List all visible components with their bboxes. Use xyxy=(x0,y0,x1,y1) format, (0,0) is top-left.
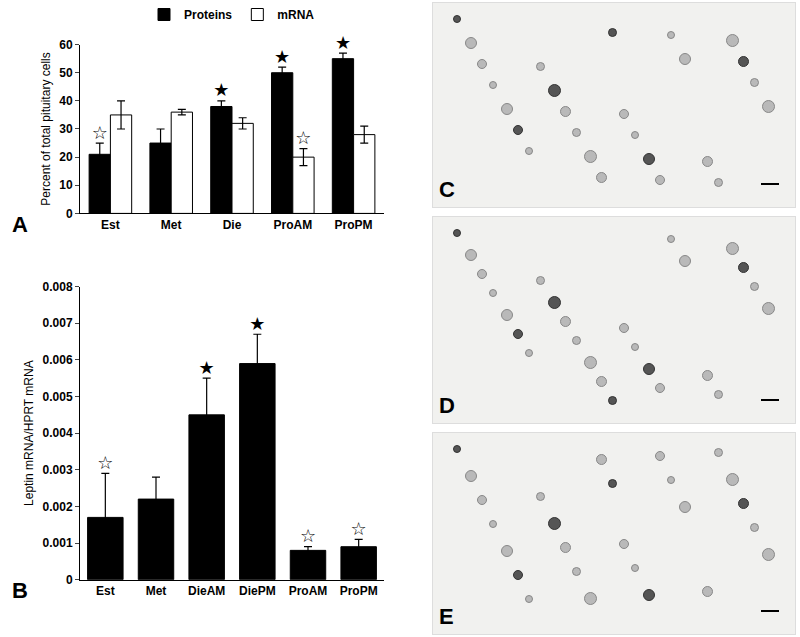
svg-text:0.005: 0.005 xyxy=(43,390,73,404)
svg-text:ProPM: ProPM xyxy=(340,584,378,598)
svg-text:Est: Est xyxy=(96,584,115,598)
svg-text:0.003: 0.003 xyxy=(43,463,73,477)
svg-text:0.008: 0.008 xyxy=(43,280,73,294)
svg-text:Leptin mRNA/HPRT mRNA: Leptin mRNA/HPRT mRNA xyxy=(22,360,36,506)
svg-text:B: B xyxy=(12,578,28,603)
svg-text:0.004: 0.004 xyxy=(43,426,73,440)
svg-text:50: 50 xyxy=(59,66,73,80)
html-text:D: D xyxy=(439,393,455,418)
svg-text:60: 60 xyxy=(59,38,73,52)
svg-text:Proteins: Proteins xyxy=(184,8,232,22)
svg-text:☆: ☆ xyxy=(97,452,113,473)
svg-text:☆: ☆ xyxy=(295,127,311,148)
svg-text:0.007: 0.007 xyxy=(43,316,73,330)
html-text:C: C xyxy=(439,177,455,202)
svg-text:DieAM: DieAM xyxy=(188,584,225,598)
svg-text:0.002: 0.002 xyxy=(43,500,73,514)
svg-text:☆: ☆ xyxy=(351,518,367,539)
svg-text:0: 0 xyxy=(66,573,73,587)
svg-text:Percent of total pituitary cel: Percent of total pituitary cells xyxy=(39,52,53,205)
svg-text:★: ★ xyxy=(274,46,290,67)
svg-text:Die: Die xyxy=(223,218,242,232)
svg-text:★: ★ xyxy=(335,32,351,53)
svg-text:20: 20 xyxy=(59,150,73,164)
svg-text:★: ★ xyxy=(213,79,229,100)
svg-text:☆: ☆ xyxy=(300,525,316,546)
svg-text:mRNA: mRNA xyxy=(277,8,314,22)
svg-text:0.006: 0.006 xyxy=(43,353,73,367)
svg-text:DiePM: DiePM xyxy=(239,584,276,598)
svg-text:0: 0 xyxy=(66,207,73,221)
html-text:E: E xyxy=(439,604,454,629)
svg-text:40: 40 xyxy=(59,94,73,108)
svg-text:0.001: 0.001 xyxy=(43,536,73,550)
svg-text:30: 30 xyxy=(59,122,73,136)
svg-text:10: 10 xyxy=(59,178,73,192)
svg-text:☆: ☆ xyxy=(92,122,108,143)
svg-text:Met: Met xyxy=(146,584,167,598)
svg-text:★: ★ xyxy=(249,313,265,334)
svg-text:ProAM: ProAM xyxy=(273,218,312,232)
svg-text:A: A xyxy=(12,212,28,237)
svg-text:ProPM: ProPM xyxy=(335,218,373,232)
svg-text:★: ★ xyxy=(199,357,215,378)
svg-text:Met: Met xyxy=(161,218,182,232)
svg-text:ProAM: ProAM xyxy=(289,584,328,598)
svg-text:Est: Est xyxy=(101,218,120,232)
